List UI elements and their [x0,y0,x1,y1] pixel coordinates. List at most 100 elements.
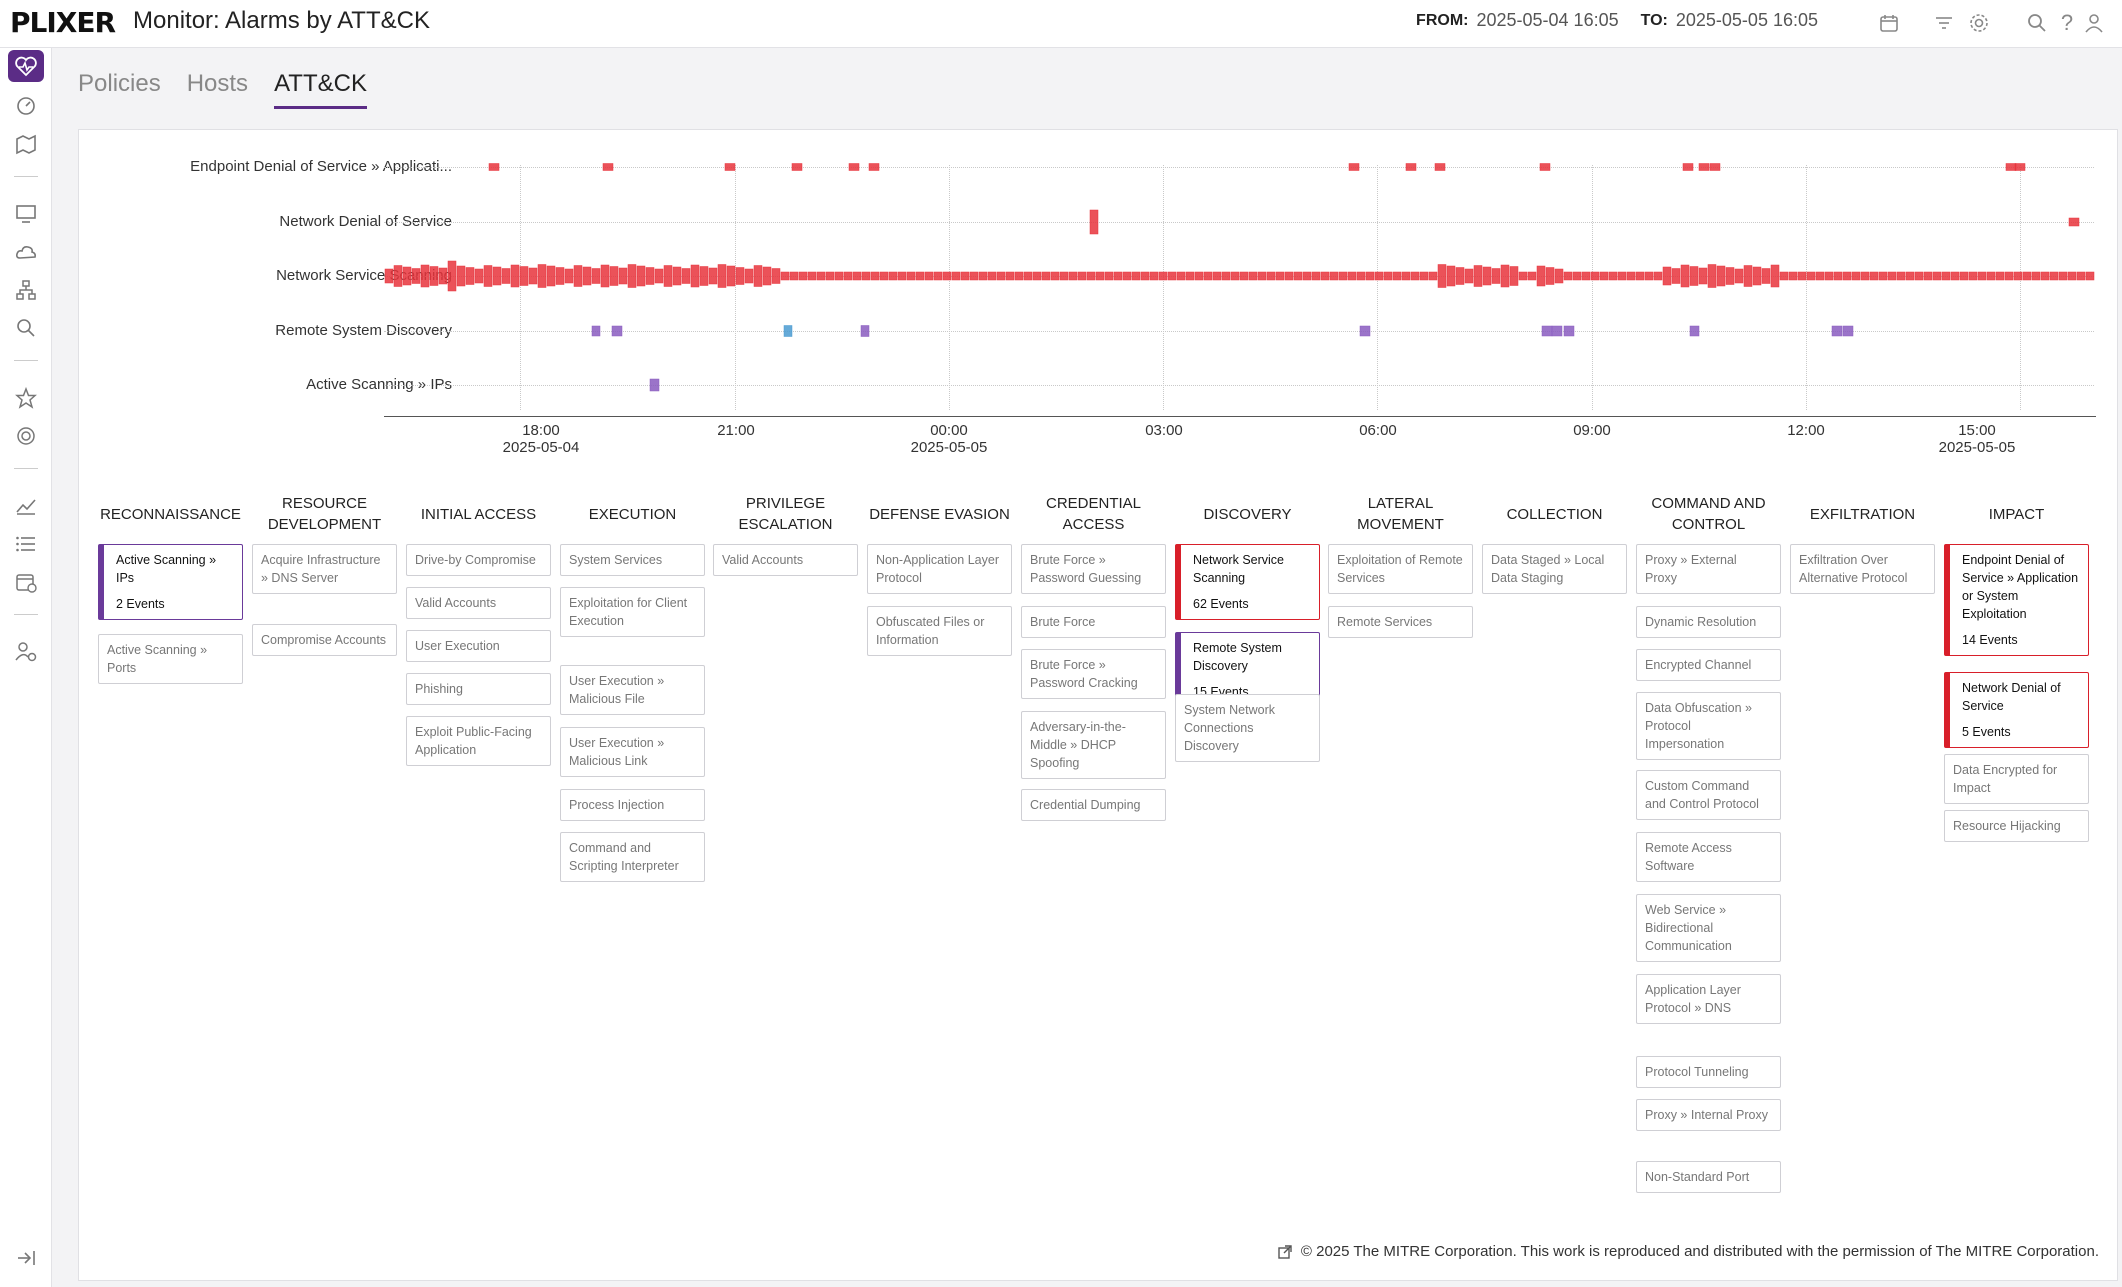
alarm-event-mark[interactable] [1500,264,1510,288]
alarm-event-mark[interactable] [1536,265,1546,287]
technique-card[interactable]: Proxy » Internal Proxy [1636,1099,1781,1131]
technique-card[interactable]: Exfiltration Over Alternative Protocol [1790,544,1935,594]
alarm-event-mark[interactable] [1905,271,1915,281]
alarm-event-mark[interactable] [654,268,664,284]
alarm-event-mark[interactable] [1644,271,1654,281]
map-icon[interactable] [8,128,44,160]
alarm-event-mark[interactable] [771,268,781,284]
alarm-event-mark[interactable] [618,267,628,285]
alarm-event-mark[interactable] [1005,271,1015,281]
alarm-event-mark[interactable] [2031,271,2041,281]
alarm-event-mark[interactable] [663,265,673,287]
technique-card[interactable]: System Services [560,544,705,576]
alarm-event-mark[interactable] [1887,271,1897,281]
alarm-event-mark[interactable] [807,271,817,281]
alarm-event-mark[interactable] [1329,271,1339,281]
alarm-event-mark[interactable] [1995,271,2005,281]
alarm-event-mark[interactable] [582,266,592,286]
monitor-heartbeat-icon[interactable] [8,50,44,82]
alarm-event-mark[interactable] [1266,271,1276,281]
alarm-event-mark[interactable] [1932,271,1942,281]
alarm-event-mark[interactable] [1671,268,1681,284]
technique-card[interactable]: Network Service Scanning 62 Events [1175,544,1320,620]
technique-card[interactable]: Data Obfuscation » Protocol Impersonatio… [1636,692,1781,760]
alarm-event-mark[interactable] [1239,271,1249,281]
alarm-event-mark[interactable] [1455,267,1465,285]
alarm-event-mark[interactable] [1302,271,1312,281]
alarm-event-mark[interactable] [411,268,421,284]
alarm-event-mark[interactable] [834,271,844,281]
alarm-event-mark[interactable] [2068,217,2080,227]
technique-card[interactable]: Exploit Public-Facing Application [406,716,551,766]
tab-attack[interactable]: ATT&CK [274,70,367,109]
technique-card[interactable]: System Network Connections Discovery [1175,694,1320,762]
alarm-event-mark[interactable] [1401,271,1411,281]
alarm-event-mark[interactable] [843,271,853,281]
technique-card[interactable]: Data Staged » Local Data Staging [1482,544,1627,594]
alarm-event-mark[interactable] [2005,163,2017,171]
alarm-event-mark[interactable] [429,266,439,286]
alarm-event-mark[interactable] [447,260,457,292]
alarm-event-mark[interactable] [1041,271,1051,281]
alarm-event-mark[interactable] [1833,271,1843,281]
alarm-event-mark[interactable] [611,325,623,337]
technique-card[interactable]: User Execution » Malicious File [560,665,705,715]
alarm-event-mark[interactable] [1194,271,1204,281]
search-icon[interactable] [2023,9,2051,37]
alarm-event-mark[interactable] [564,268,574,284]
alarm-event-mark[interactable] [1509,266,1519,286]
alarm-event-mark[interactable] [2067,271,2077,281]
technique-card[interactable]: Obfuscated Files or Information [867,606,1012,656]
alarm-event-mark[interactable] [1086,271,1096,281]
alarm-event-mark[interactable] [1464,268,1474,284]
technique-card[interactable]: Exploitation of Remote Services [1328,544,1473,594]
alarm-event-mark[interactable] [681,268,691,284]
alarm-event-mark[interactable] [1023,271,1033,281]
alarm-event-mark[interactable] [1545,267,1555,285]
alarm-event-mark[interactable] [924,271,934,281]
technique-card[interactable]: User Execution » Malicious Link [560,727,705,777]
alarm-event-mark[interactable] [2040,271,2050,281]
alarm-event-mark[interactable] [1815,271,1825,281]
gauge-icon[interactable] [8,90,44,122]
alarm-event-mark[interactable] [1293,271,1303,281]
alarm-event-mark[interactable] [1599,271,1609,281]
alarm-event-mark[interactable] [1356,271,1366,281]
time-range[interactable]: FROM: 2025-05-04 16:05 TO: 2025-05-05 16… [1416,10,1832,31]
alarm-event-mark[interactable] [501,268,511,284]
technique-card[interactable]: Encrypted Channel [1636,649,1781,681]
technique-card[interactable]: Active Scanning » IPs 2 Events [98,544,243,620]
alarm-event-mark[interactable] [1248,271,1258,281]
alarm-event-mark[interactable] [960,271,970,281]
alarm-event-mark[interactable] [645,267,655,285]
alarm-event-mark[interactable] [1581,271,1591,281]
alarm-event-mark[interactable] [1541,325,1553,337]
alarm-event-mark[interactable] [1923,271,1933,281]
alarm-event-mark[interactable] [672,266,682,286]
technique-card[interactable]: Phishing [406,673,551,705]
alarm-event-mark[interactable] [1032,271,1042,281]
technique-card[interactable]: Endpoint Denial of Service » Application… [1944,544,2089,656]
alarm-event-mark[interactable] [1608,271,1618,281]
technique-card[interactable]: User Execution [406,630,551,662]
alarm-event-mark[interactable] [1374,271,1384,281]
alarm-event-mark[interactable] [1590,271,1600,281]
alarm-event-mark[interactable] [1959,271,1969,281]
chart-icon[interactable] [8,490,44,522]
desktop-icon[interactable] [8,198,44,230]
alarm-event-mark[interactable] [474,268,484,284]
alarm-event-mark[interactable] [573,265,583,287]
alarm-event-mark[interactable] [1167,271,1177,281]
alarm-event-mark[interactable] [1806,271,1816,281]
alarm-event-mark[interactable] [1089,209,1099,235]
technique-card[interactable]: Acquire Infrastructure » DNS Server [252,544,397,594]
alarm-event-mark[interactable] [649,378,660,392]
alarm-event-mark[interactable] [780,271,790,281]
alarm-event-mark[interactable] [1831,325,1843,337]
alarm-event-mark[interactable] [879,271,889,281]
alarm-event-mark[interactable] [384,268,394,284]
alarm-event-mark[interactable] [2085,271,2095,281]
alarm-event-mark[interactable] [591,268,601,284]
alarm-event-mark[interactable] [1185,271,1195,281]
alarm-event-mark[interactable] [1212,271,1222,281]
